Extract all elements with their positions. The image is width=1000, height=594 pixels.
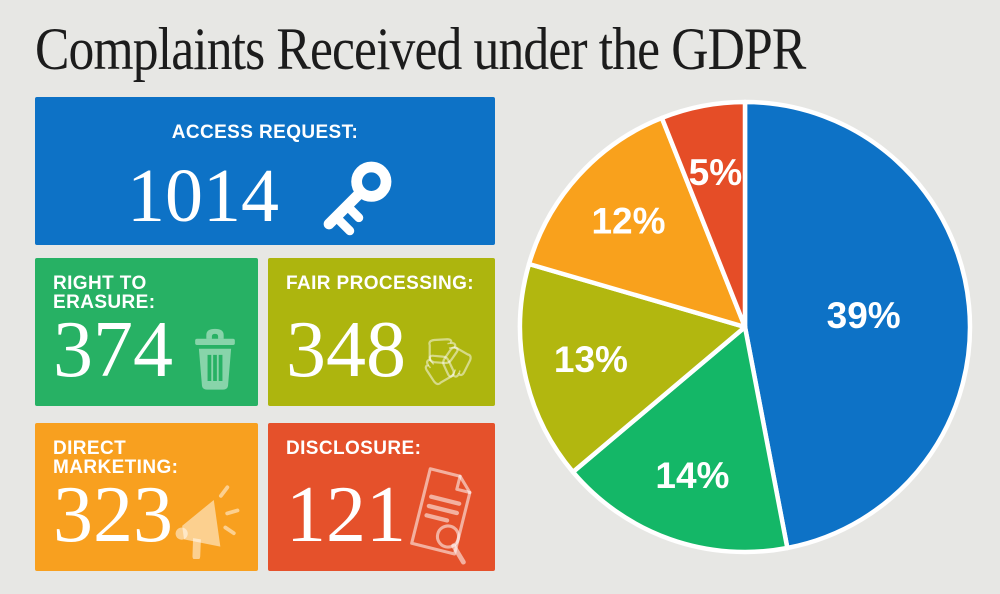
pie-slice-fair-processing xyxy=(517,261,748,475)
card-value: 121 xyxy=(286,471,406,559)
card-value: 348 xyxy=(286,306,406,394)
card-value: 323 xyxy=(53,471,173,559)
pie-chart: 39% 14% 13% 12% 5% xyxy=(510,92,980,562)
megaphone-icon xyxy=(175,485,240,559)
card-value: 1014 xyxy=(127,153,279,238)
stat-card-access-request: ACCESS REQUEST: 1014 xyxy=(35,97,495,245)
card-label: RIGHT TO ERASURE: xyxy=(53,273,156,313)
trash-icon xyxy=(195,328,235,390)
stat-card-disclosure: DISCLOSURE: 121 xyxy=(268,423,495,571)
pie-label-access-request: 39% xyxy=(827,295,901,336)
page-title: Complaints Received under the GDPR xyxy=(35,16,806,82)
card-label: DISCLOSURE: xyxy=(286,438,422,459)
pie-label-fair-processing: 13% xyxy=(554,339,628,380)
document-search-icon xyxy=(410,467,472,565)
key-icon xyxy=(323,161,392,236)
card-label: FAIR PROCESSING: xyxy=(286,273,474,294)
stat-card-direct-marketing: DIRECT MARKETING: 323 xyxy=(35,423,258,571)
card-value: 374 xyxy=(53,306,173,394)
pie-slice-direct-marketing xyxy=(526,115,748,330)
stat-card-right-to-erasure: RIGHT TO ERASURE: 374 xyxy=(35,258,258,406)
pie-slice-disclosure xyxy=(659,99,748,330)
stat-cards: ACCESS REQUEST: 1014 RIGHT TO ERASURE: 3… xyxy=(35,97,495,571)
pie-label-direct-marketing: 12% xyxy=(591,201,665,242)
stat-card-fair-processing: FAIR PROCESSING: 348 xyxy=(268,258,495,406)
pie-slice-access-request xyxy=(742,99,973,551)
pie-slice-right-to-erasure xyxy=(570,324,790,555)
card-label: DIRECT MARKETING: xyxy=(53,438,179,478)
pie-label-right-to-erasure: 14% xyxy=(655,455,729,496)
hands-recycle-icon xyxy=(420,338,474,387)
pie-label-disclosure: 5% xyxy=(689,152,742,193)
card-label: ACCESS REQUEST: xyxy=(171,122,359,143)
